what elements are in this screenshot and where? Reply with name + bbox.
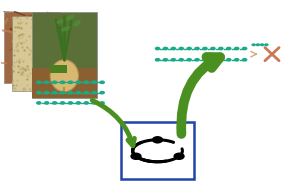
Circle shape <box>256 43 260 46</box>
Circle shape <box>171 47 176 50</box>
FancyBboxPatch shape <box>3 12 60 83</box>
Ellipse shape <box>50 60 78 92</box>
Circle shape <box>242 47 247 50</box>
Ellipse shape <box>61 26 70 32</box>
Circle shape <box>171 58 176 62</box>
Circle shape <box>91 81 97 84</box>
Circle shape <box>76 91 81 94</box>
Circle shape <box>52 91 57 94</box>
Circle shape <box>178 58 184 62</box>
Circle shape <box>260 43 264 46</box>
Circle shape <box>83 101 89 105</box>
Circle shape <box>155 58 160 62</box>
Circle shape <box>218 47 224 50</box>
Circle shape <box>36 91 42 94</box>
FancyBboxPatch shape <box>32 68 97 98</box>
Circle shape <box>163 47 168 50</box>
Circle shape <box>91 101 97 105</box>
Circle shape <box>202 47 208 50</box>
Circle shape <box>44 101 50 105</box>
Circle shape <box>226 47 231 50</box>
Circle shape <box>60 81 65 84</box>
Ellipse shape <box>66 15 74 21</box>
Ellipse shape <box>73 20 81 26</box>
Circle shape <box>44 81 50 84</box>
Circle shape <box>234 58 239 62</box>
Circle shape <box>194 47 200 50</box>
Circle shape <box>91 91 97 94</box>
Circle shape <box>60 91 65 94</box>
Circle shape <box>60 101 65 105</box>
Circle shape <box>52 101 57 105</box>
Circle shape <box>44 91 50 94</box>
Circle shape <box>99 81 105 84</box>
Circle shape <box>130 153 142 160</box>
Circle shape <box>152 136 163 144</box>
Circle shape <box>174 153 185 160</box>
Circle shape <box>163 58 168 62</box>
Circle shape <box>52 81 57 84</box>
Circle shape <box>178 47 184 50</box>
Circle shape <box>226 58 231 62</box>
Circle shape <box>99 91 105 94</box>
FancyBboxPatch shape <box>12 16 74 91</box>
Circle shape <box>186 47 192 50</box>
Circle shape <box>210 58 216 62</box>
Circle shape <box>68 91 73 94</box>
FancyBboxPatch shape <box>32 12 97 98</box>
Circle shape <box>251 43 256 46</box>
Circle shape <box>36 81 42 84</box>
Circle shape <box>99 101 105 105</box>
Circle shape <box>83 81 89 84</box>
Circle shape <box>83 91 89 94</box>
Circle shape <box>210 47 216 50</box>
Circle shape <box>194 58 200 62</box>
Circle shape <box>155 47 160 50</box>
Circle shape <box>76 81 81 84</box>
Ellipse shape <box>56 19 66 24</box>
FancyBboxPatch shape <box>121 122 194 180</box>
Circle shape <box>68 101 73 105</box>
Circle shape <box>242 58 247 62</box>
Circle shape <box>36 101 42 105</box>
Circle shape <box>76 101 81 105</box>
Circle shape <box>264 43 269 46</box>
Circle shape <box>234 47 239 50</box>
Circle shape <box>68 81 73 84</box>
Circle shape <box>202 58 208 62</box>
Circle shape <box>218 58 224 62</box>
Circle shape <box>186 58 192 62</box>
Bar <box>50 65 67 73</box>
